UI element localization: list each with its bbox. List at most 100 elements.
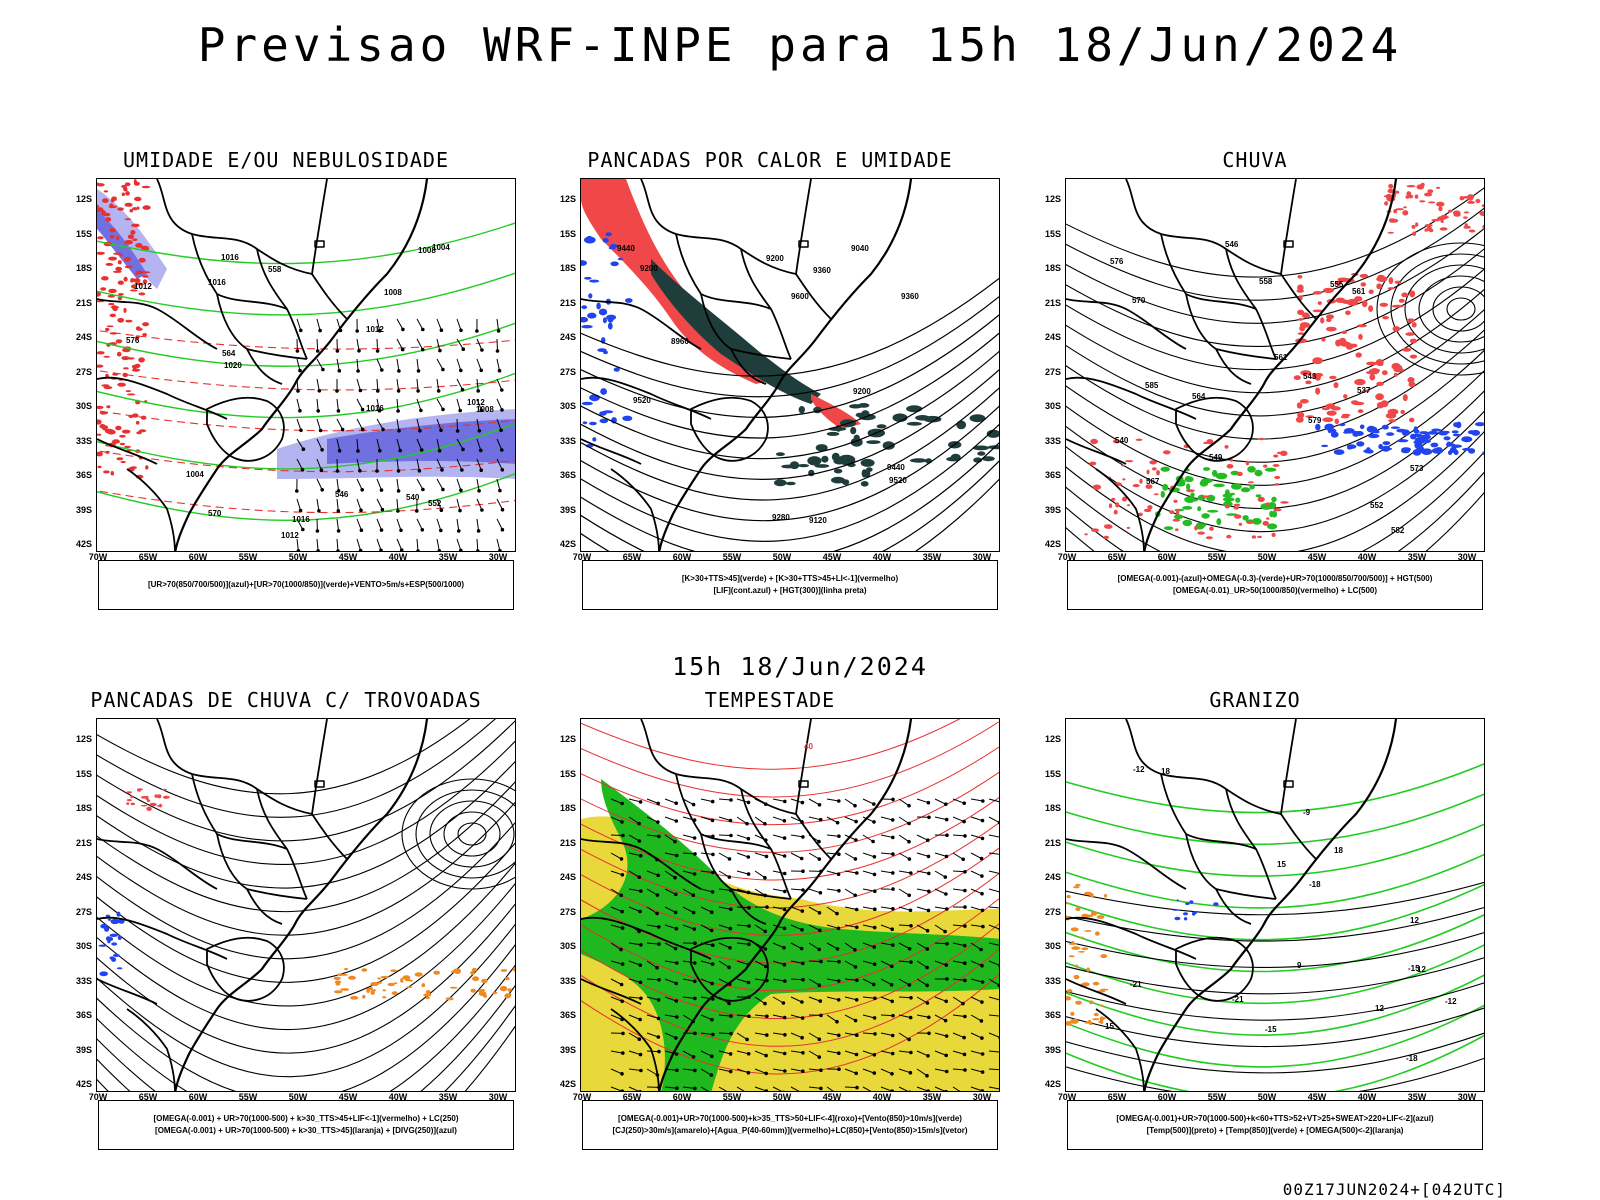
wind-arrow (416, 418, 421, 431)
contour-line (97, 923, 515, 1078)
lon-tick-label: 50W (288, 552, 308, 562)
wind-arrow (754, 1086, 767, 1091)
shade-cell (362, 994, 366, 999)
wind-arrow-head (709, 928, 714, 933)
wind-arrow-head (872, 1053, 877, 1057)
shade-cell (606, 314, 617, 321)
wind-arrow (916, 924, 928, 932)
wind-arrow-head (891, 852, 895, 856)
shade-cell (1090, 438, 1098, 445)
wind-arrow (898, 960, 912, 963)
shade-cell (141, 185, 151, 189)
state-border (1160, 233, 1257, 310)
wind-arrow (772, 1014, 785, 1019)
shade-cell (1453, 210, 1461, 216)
wind-arrow-head (710, 818, 715, 823)
shade-cell (110, 471, 114, 476)
lon-tick-label: 35W (438, 1092, 458, 1102)
panel-title: UMIDADE E/OU NEBULOSIDADE (122, 148, 450, 172)
wind-arrow (880, 996, 893, 1002)
wind-arrow (898, 942, 910, 950)
wind-arrow (436, 358, 444, 370)
wind-arrow (736, 960, 749, 965)
contour-line (581, 423, 999, 542)
wind-arrow (664, 888, 677, 895)
wind-arrow (898, 1086, 909, 1091)
shade-cell (1084, 891, 1092, 896)
wind-arrow (934, 1086, 946, 1091)
wind-arrow-head (944, 999, 949, 1004)
wind-arrow (628, 960, 641, 966)
shade-cell (1251, 518, 1262, 525)
wind-arrow-head (998, 999, 999, 1002)
shade-cell (1176, 899, 1179, 901)
wind-arrow (880, 960, 893, 967)
wind-arrow (700, 906, 713, 913)
wind-arrow-head (890, 818, 895, 822)
wind-arrow (476, 478, 480, 491)
wind-arrow (772, 1050, 785, 1054)
wind-arrow (934, 798, 947, 805)
panel-legend: [OMEGA(-0.001)+UR>70(1000-500)+k>35_TTS>… (582, 1100, 998, 1150)
shade-cell (117, 280, 124, 285)
wind-arrow (664, 1050, 677, 1055)
shade-cell (815, 444, 828, 452)
wind-arrow (898, 888, 910, 896)
wind-arrow-head (359, 528, 364, 533)
wind-arrow (826, 870, 839, 875)
df-border (314, 240, 325, 248)
state-border (1225, 248, 1277, 360)
shade-cell (507, 993, 512, 996)
wind-arrow-head (729, 798, 733, 802)
wind-arrow (628, 798, 641, 803)
lon-tick-label: 60W (188, 1092, 208, 1102)
shade-cell (500, 969, 508, 972)
wind-arrow (898, 1050, 911, 1053)
wind-arrow (646, 996, 659, 1001)
wind-arrow (880, 924, 893, 930)
contour-labels: 9600952094409360928092009120904089609520… (617, 244, 919, 525)
wind-arrow (664, 1032, 677, 1039)
wind-arrow (808, 996, 821, 1002)
shade-cell (589, 394, 600, 402)
shade-cell (1267, 523, 1278, 530)
lat-tick-label: 12S (75, 194, 92, 204)
wind-arrow (736, 1032, 748, 1040)
wind-arrow (808, 1068, 821, 1071)
wind-arrow (476, 378, 479, 391)
shade-cell (589, 421, 597, 426)
shade-cell (135, 273, 139, 276)
wind-arrow (790, 1086, 800, 1091)
wind-arrow-head (873, 1032, 877, 1036)
wind-arrow-head (656, 820, 660, 824)
wind-arrow (862, 1050, 875, 1056)
wind-arrow-head (800, 909, 805, 913)
contour-line (581, 314, 999, 418)
wind-arrow-head (909, 871, 913, 875)
shade-cell (849, 404, 863, 409)
wind-arrow-head (479, 468, 484, 473)
wind-arrow (646, 924, 659, 928)
shade-cell (135, 282, 144, 286)
shade-cell (97, 183, 105, 187)
shade-cell (107, 918, 112, 921)
state-border (690, 396, 769, 462)
shade-cell (1197, 531, 1205, 535)
wind-arrow (862, 888, 875, 892)
shade-cell (613, 367, 620, 372)
lat-tick-label: 15S (559, 228, 576, 239)
wind-arrow-head (639, 889, 643, 893)
wind-arrow (808, 906, 820, 914)
shade-cell (1224, 504, 1230, 509)
contour-label: 561 (1352, 287, 1366, 296)
wind-arrow-head (837, 1033, 841, 1038)
shade-cell (1361, 300, 1368, 308)
wind-arrow (496, 358, 500, 371)
shade-cell (1066, 996, 1072, 1001)
shade-cell (1092, 484, 1102, 490)
contour-line (97, 842, 515, 983)
lat-tick-label: 24S (1044, 332, 1061, 342)
lat-tick-label: 36S (1044, 1010, 1061, 1020)
shade-cell (1174, 916, 1181, 921)
shade-cell (1111, 497, 1116, 501)
